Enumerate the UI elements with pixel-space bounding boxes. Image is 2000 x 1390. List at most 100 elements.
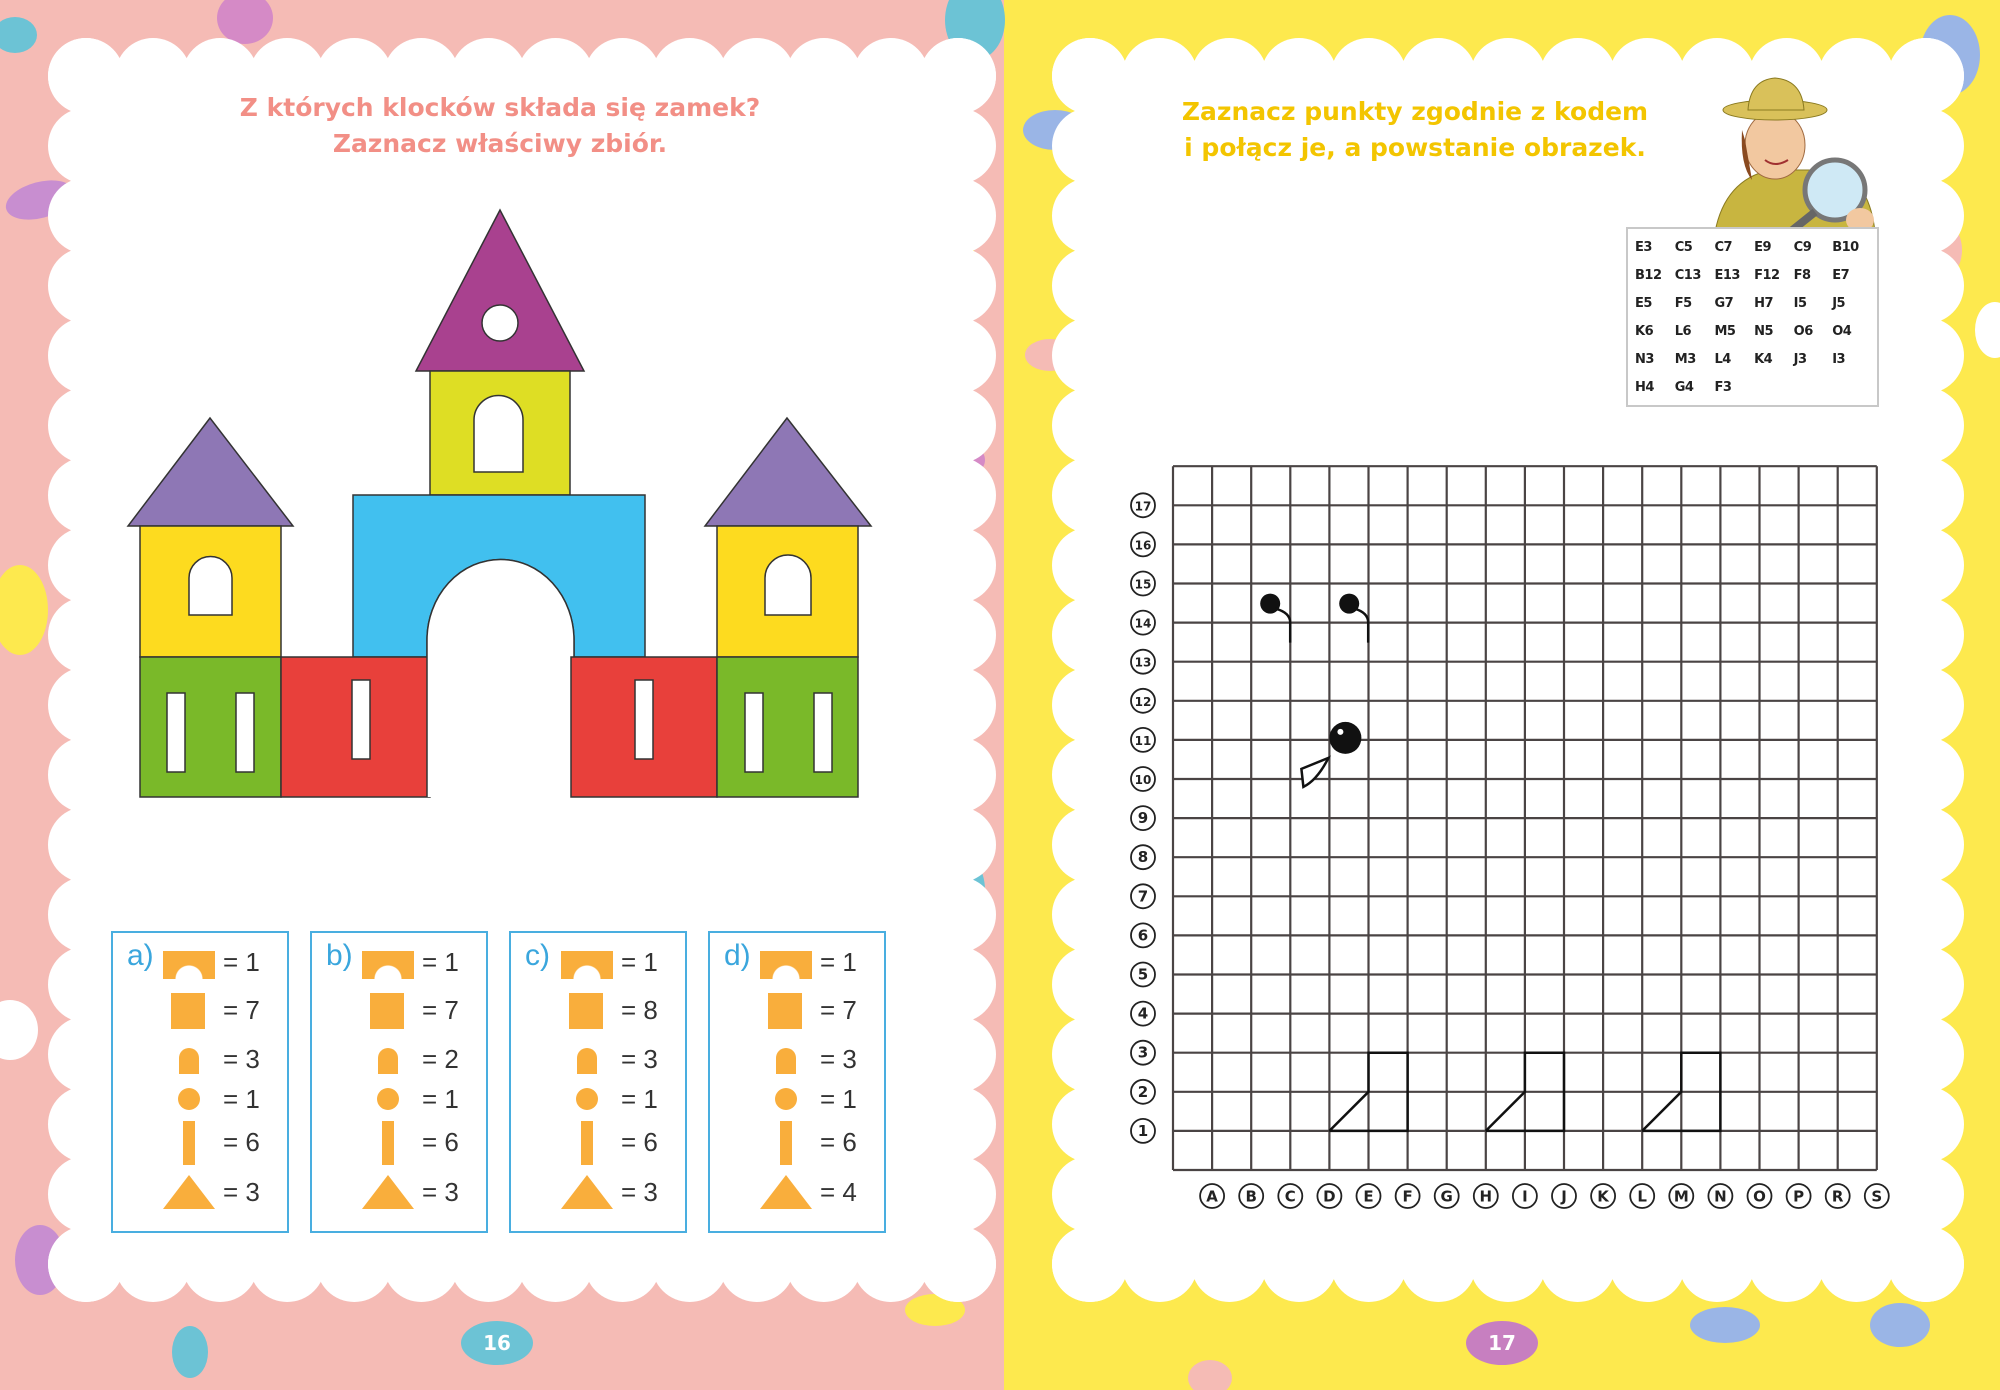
column-label: P	[1793, 1188, 1804, 1206]
row-label: 9	[1138, 809, 1148, 827]
column-label-circle	[1863, 1183, 1890, 1209]
code-cell: C13	[1674, 267, 1702, 283]
count-value: = 8	[621, 995, 658, 1025]
option-row: = 8	[511, 991, 685, 1031]
column-label-circle	[1355, 1183, 1382, 1209]
column-label-circle	[1472, 1183, 1499, 1209]
option-row: = 3	[113, 1040, 287, 1080]
count-value: = 6	[621, 1127, 658, 1157]
count-value: = 4	[820, 1177, 857, 1207]
option-row: = 1	[113, 943, 287, 983]
code-cell: E5	[1635, 295, 1652, 311]
count-value: = 7	[223, 995, 260, 1025]
row-label-circle	[1130, 844, 1156, 871]
column-label: M	[1674, 1188, 1689, 1206]
code-cell: B12	[1635, 267, 1662, 283]
title-line: Zaznacz właściwy zbiór.	[332, 129, 668, 158]
column-label-circle	[1238, 1183, 1265, 1209]
row-label-circle	[1130, 1078, 1156, 1105]
option-c[interactable]: c) = 1 = 8 = 3 = 1 = 6 = 3	[509, 931, 687, 1233]
count-value: = 6	[820, 1127, 857, 1157]
triangle-block-icon	[362, 1175, 414, 1209]
row-label-circle	[1130, 1039, 1156, 1066]
column-label-circle	[1199, 1183, 1225, 1209]
row-label-circle	[1130, 687, 1156, 714]
option-row: = 1	[511, 943, 685, 983]
option-row: = 1	[511, 1080, 685, 1120]
bar-block-icon	[581, 1121, 593, 1165]
option-row: = 7	[710, 991, 884, 1031]
small-arch-block-icon	[577, 1048, 597, 1074]
column-label: R	[1832, 1188, 1844, 1206]
square-block-icon	[768, 993, 802, 1029]
count-value: = 3	[422, 1177, 459, 1207]
column-label-circle	[1785, 1183, 1812, 1209]
row-label-circle	[1130, 1000, 1156, 1027]
small-arch-block-icon	[776, 1048, 796, 1074]
antenna-ball	[1339, 593, 1360, 614]
code-cell: B10	[1832, 239, 1859, 255]
code-row: K6 L6 M5 N5 O6 O4	[1634, 317, 1871, 345]
code-cell: F5	[1674, 295, 1692, 311]
column-label-circle	[1824, 1183, 1851, 1209]
option-row: = 1	[113, 1080, 287, 1120]
column-label-circle	[1668, 1183, 1695, 1209]
option-letter: b)	[326, 939, 353, 972]
bar-block-icon	[382, 1121, 394, 1165]
square-block-icon	[171, 993, 205, 1029]
code-cell: F8	[1793, 267, 1811, 283]
bar-block-icon	[780, 1121, 792, 1165]
column-label-circle	[1629, 1183, 1656, 1209]
column-label: S	[1871, 1188, 1882, 1206]
option-letter: c)	[525, 939, 550, 972]
right-page-title: Zaznacz punkty zgodnie z kodem i połącz …	[1100, 94, 1730, 166]
page-number-badge: 16	[461, 1321, 533, 1365]
code-cell: E3	[1635, 239, 1652, 255]
row-label-circle	[1130, 1118, 1156, 1144]
row-label-circle	[1130, 961, 1156, 988]
row-label-circle	[1130, 570, 1156, 597]
option-a[interactable]: a) = 1 = 7 = 3 = 1 = 6 = 3	[111, 931, 289, 1233]
row-label: 12	[1135, 695, 1152, 709]
column-label: G	[1441, 1188, 1453, 1206]
row-label: 5	[1138, 966, 1148, 984]
bar-block-icon	[183, 1121, 195, 1165]
row-label: 8	[1138, 848, 1148, 866]
row-label-circle	[1130, 492, 1156, 519]
code-cell: E9	[1754, 239, 1771, 255]
option-row: = 1	[312, 1080, 486, 1120]
code-cell: G4	[1674, 379, 1694, 395]
code-row: B12 C13 E13 F12 F8 E7	[1634, 261, 1871, 289]
circle-block-icon	[178, 1088, 200, 1110]
foot-outline	[1641, 1051, 1722, 1133]
row-label-circle	[1130, 609, 1156, 636]
code-row: E3 C5 C7 E9 C9 B10	[1634, 233, 1871, 261]
arch-block-icon	[561, 951, 613, 979]
column-label: L	[1637, 1188, 1647, 1206]
code-cell: I3	[1832, 351, 1846, 367]
column-label: F	[1402, 1188, 1412, 1206]
row-label: 16	[1135, 538, 1152, 552]
column-label-circle	[1316, 1183, 1343, 1209]
foot-outline	[1484, 1051, 1566, 1133]
option-d[interactable]: d) = 1 = 7 = 3 = 1 = 6 = 4	[708, 931, 886, 1233]
option-row: = 6	[113, 1121, 287, 1165]
eye	[1329, 721, 1362, 754]
option-b[interactable]: b) = 1 = 7 = 2 = 1 = 6 = 3	[310, 931, 488, 1233]
foot-outline	[1328, 1051, 1409, 1133]
column-label-circle	[1433, 1183, 1460, 1209]
count-value: = 1	[820, 1084, 857, 1114]
option-row: = 6	[312, 1121, 486, 1165]
option-letter: d)	[724, 939, 751, 972]
row-label-circle	[1130, 727, 1156, 753]
code-cell: C7	[1714, 239, 1733, 255]
code-cell: C9	[1793, 239, 1812, 255]
code-cell: K4	[1754, 351, 1773, 367]
count-value: = 2	[422, 1044, 459, 1074]
option-row: = 7	[113, 991, 287, 1031]
option-row: = 6	[511, 1121, 685, 1165]
option-row: = 6	[710, 1121, 884, 1165]
code-cell: M5	[1714, 323, 1736, 339]
row-label-circle	[1130, 531, 1156, 558]
option-row: = 3	[511, 1040, 685, 1080]
